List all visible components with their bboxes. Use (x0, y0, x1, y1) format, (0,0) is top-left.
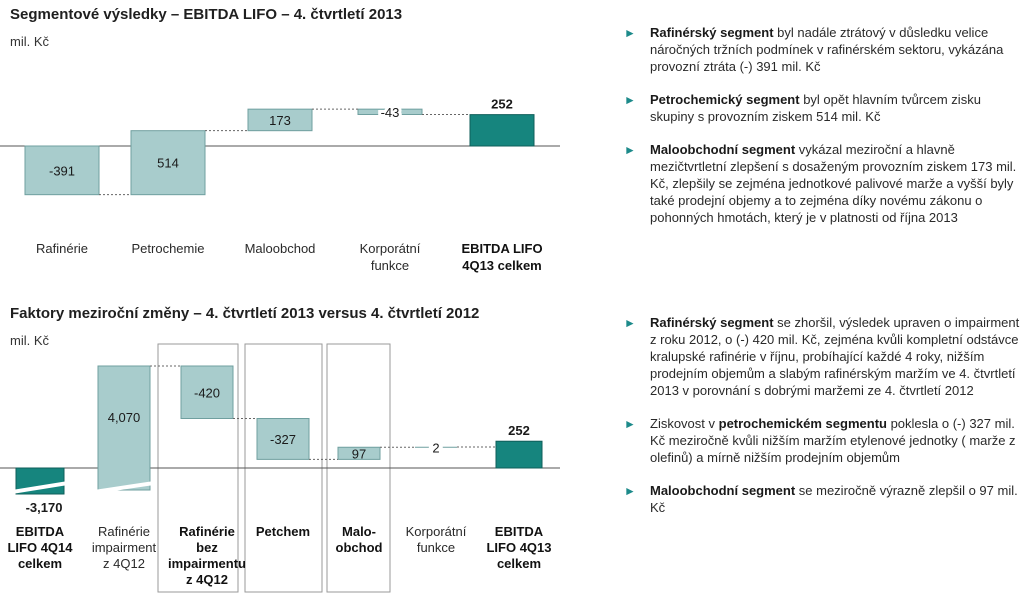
top-bullets: ► Rafinérský segment byl nadále ztrátový … (620, 24, 1020, 242)
category-label-5: funkce (417, 540, 455, 555)
category-label-6: celkem (497, 556, 541, 571)
bullet-bold: Maloobchodní segment (650, 483, 796, 498)
category-label-4: 4Q13 celkem (462, 258, 542, 273)
arrow-icon: ► (624, 484, 636, 498)
category-label-0: celkem (18, 556, 62, 571)
bar-1 (97, 365, 151, 491)
category-label-1: z 4Q12 (103, 556, 145, 571)
category-label-3: funkce (371, 258, 409, 273)
category-label-2: Rafinérie (179, 524, 235, 539)
arrow-icon: ► (624, 143, 636, 157)
bottom-chart-unit: mil. Kč (10, 333, 49, 348)
bar-4 (337, 446, 381, 460)
bar-2 (247, 108, 313, 132)
bottom-bullets: ► Rafinérský segment se zhoršil, výsledek… (620, 314, 1020, 532)
category-label-6: EBITDA (495, 524, 544, 539)
category-label-2: bez (196, 540, 218, 555)
data-label-4: 252 (491, 97, 513, 112)
category-label-0: LIFO 4Q14 (7, 540, 73, 555)
bullet-text: se meziročně výrazně zlepšil o 97 mil. K… (650, 483, 1018, 515)
category-label-2: Maloobchod (245, 241, 316, 256)
bottom-bullet-1: ► Rafinérský segment se zhoršil, výsledek… (620, 314, 1020, 399)
data-label-3: -327 (270, 432, 296, 447)
bar-3 (256, 418, 310, 460)
category-label-4: obchod (336, 540, 383, 555)
bar-2 (180, 365, 234, 419)
bullet-text: byl opět hlavním tvůrcem zisku skupiny s… (650, 92, 981, 124)
bullet-text: poklesla o (-) 327 mil. Kč meziročně kvů… (650, 416, 1016, 465)
data-label-0: -3,170 (26, 500, 63, 515)
category-label-3: Korporátní (360, 241, 421, 256)
arrow-icon: ► (624, 93, 636, 107)
top-bullet-2: ► Petrochemický segment byl opět hlavním … (620, 91, 1020, 125)
category-label-0: EBITDA (16, 524, 65, 539)
data-label-5: 2 (432, 440, 439, 455)
top-chart-unit: mil. Kč (10, 34, 49, 49)
bullet-bold: Rafinérský segment (650, 25, 774, 40)
data-label-2: 173 (269, 113, 291, 128)
bar-0 (24, 145, 100, 196)
bullet-bold: Maloobchodní segment (650, 142, 796, 157)
top-bullet-1: ► Rafinérský segment byl nadále ztrátový … (620, 24, 1020, 75)
top-bullet-3: ► Maloobchodní segment vykázal meziroční … (620, 141, 1020, 226)
bullet-bold: Petrochemický segment (650, 92, 800, 107)
category-label-5: Korporátní (406, 524, 467, 539)
data-label-6: 252 (508, 423, 530, 438)
top-waterfall-chart: -391 514 173 -43 252 Rafinérie Petrochemie Malo… (0, 97, 560, 273)
data-label-1: 514 (157, 156, 179, 171)
bullet-bold: Rafinérský segment (650, 315, 774, 330)
category-label-3: Petchem (256, 524, 310, 539)
bar-4 (469, 114, 535, 147)
bottom-chart-title: Faktory meziroční změny – 4. čtvrtletí 2… (10, 305, 480, 322)
category-label-1: impairment (92, 540, 157, 555)
bar-3 (357, 108, 423, 116)
bar-6 (495, 440, 543, 469)
category-label-2: z 4Q12 (186, 572, 228, 587)
bottom-bullet-3: ► Maloobchodní segment se meziročně výraz… (620, 482, 1020, 516)
bullet-text: vykázal meziroční a hlavně mezičtvrtletn… (650, 142, 1017, 225)
data-label-4: 97 (352, 446, 366, 461)
axis-break-1 (94, 481, 154, 494)
arrow-icon: ► (624, 26, 636, 40)
arrow-icon: ► (624, 417, 636, 431)
bar-1 (130, 130, 206, 196)
data-label-1: 4,070 (108, 410, 141, 425)
category-label-0: Rafinérie (36, 241, 88, 256)
category-label-2: impairmentu (168, 556, 246, 571)
arrow-icon: ► (624, 316, 636, 330)
data-label-3: -43 (381, 105, 400, 120)
category-label-4: EBITDA LIFO (461, 241, 542, 256)
axis-break-0 (12, 481, 68, 494)
bullet-text: se zhoršil, výsledek upraven o impairmen… (650, 315, 1020, 398)
top-chart-title: Segmentové výsledky – EBITDA LIFO – 4. č… (10, 6, 403, 23)
bullet-text: byl nadále ztrátový v důsledku velice ná… (650, 25, 1004, 74)
bullet-pre: Ziskovost v (650, 416, 719, 431)
category-label-1: Rafinérie (98, 524, 150, 539)
category-label-4: Malo- (342, 524, 376, 539)
category-label-1: Petrochemie (132, 241, 205, 256)
bullet-bold: petrochemickém segmentu (718, 416, 887, 431)
data-label-0: -391 (49, 163, 75, 178)
data-label-2: -420 (194, 385, 220, 400)
bottom-bullet-2: ► Ziskovost v petrochemickém segmentu pok… (620, 415, 1020, 466)
category-label-6: LIFO 4Q13 (486, 540, 551, 555)
